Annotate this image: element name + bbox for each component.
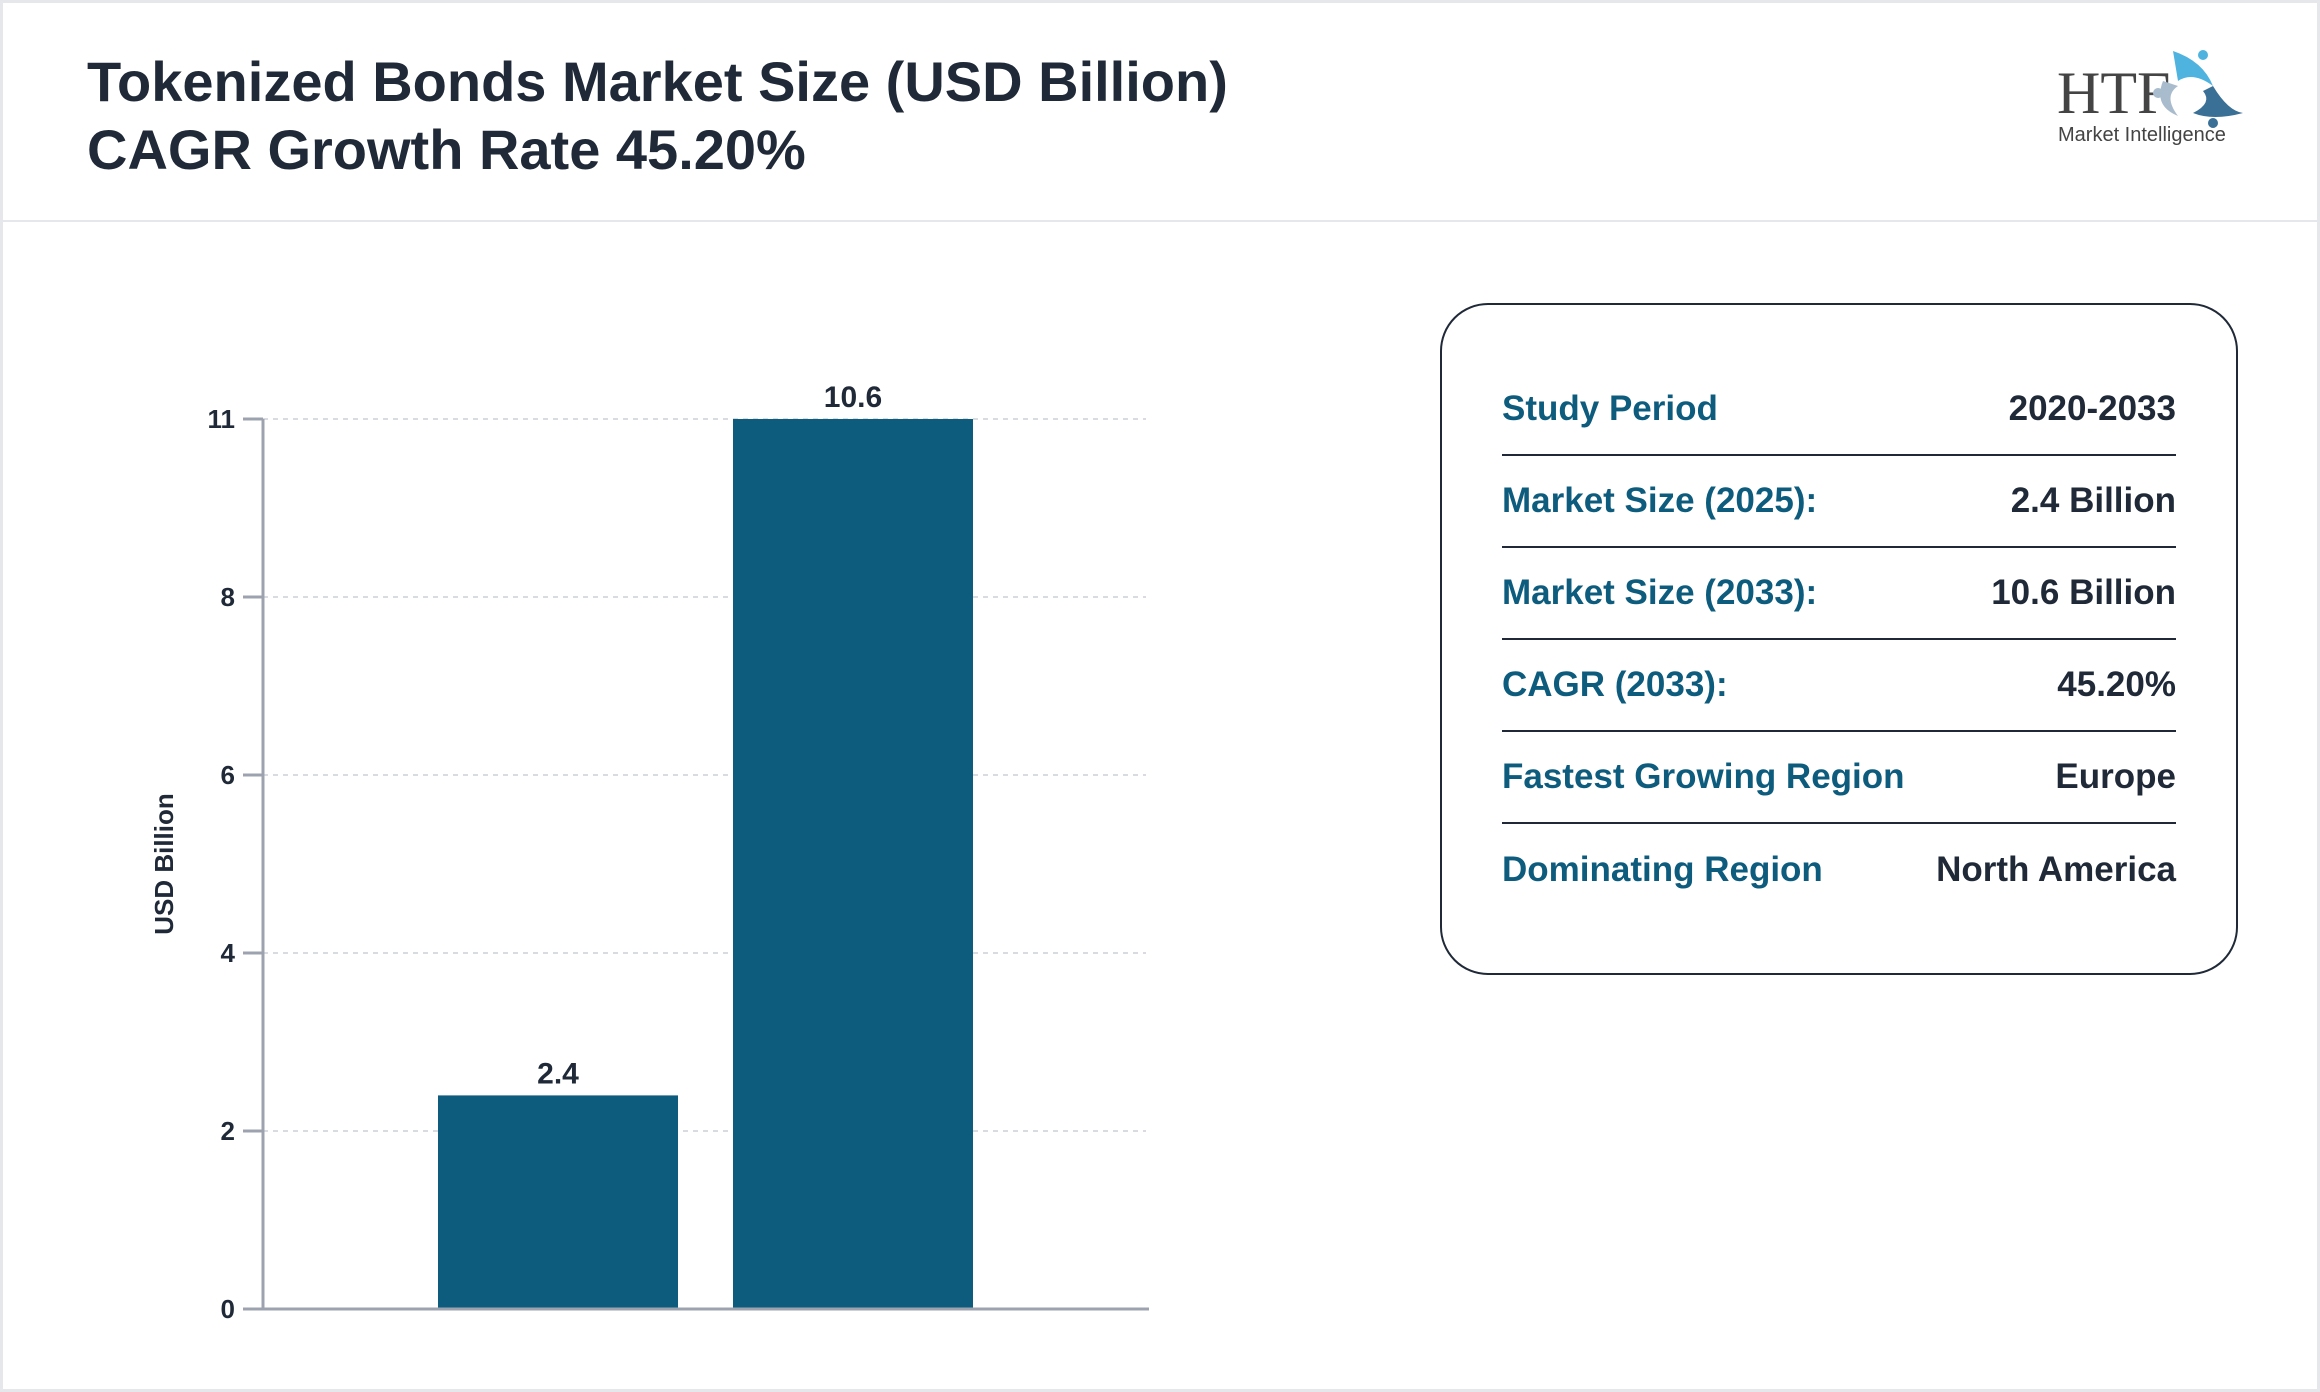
summary-row: Dominating Region North America (1502, 824, 2176, 916)
chart-title: Tokenized Bonds Market Size (USD Billion… (87, 50, 1228, 113)
svg-text:HTF: HTF (2057, 60, 2170, 126)
summary-value: 2.4 Billion (2010, 481, 2176, 520)
summary-label: Fastest Growing Region (1502, 757, 1905, 796)
htf-logo: HTF Market Intelligence (2057, 50, 2243, 146)
summary-card: Study Period 2020-2033 Market Size (2025):… (1440, 303, 2238, 975)
header: Tokenized Bonds Market Size (USD Billion… (3, 3, 2320, 222)
summary-label: Dominating Region (1502, 850, 1823, 889)
y-tick-label: 11 (208, 404, 236, 434)
summary-value: 45.20% (2057, 665, 2176, 704)
y-tick-label: 8 (221, 582, 235, 612)
summary-label: Study Period (1502, 389, 1718, 428)
summary-row: Market Size (2025): 2.4 Billion (1502, 456, 2176, 548)
summary-row: Market Size (2033): 10.6 Billion (1502, 548, 2176, 640)
summary-label: Market Size (2025): (1502, 481, 1818, 520)
summary-value: Europe (2055, 757, 2176, 796)
data-label: 10.6 (824, 381, 882, 414)
bar-2025 (438, 1095, 678, 1309)
y-tick-label: 6 (221, 760, 235, 790)
chart-subtitle: CAGR Growth Rate 45.20% (87, 118, 806, 181)
summary-value: North America (1936, 850, 2176, 889)
summary-label: Market Size (2033): (1502, 573, 1818, 612)
summary-value: 2020-2033 (2008, 389, 2176, 428)
y-tick-label: 4 (221, 938, 236, 968)
summary-row: Fastest Growing Region Europe (1502, 732, 2176, 824)
y-axis-label: USD Billion (149, 793, 179, 935)
summary-row: Study Period 2020-2033 (1502, 364, 2176, 456)
summary-label: CAGR (2033): (1502, 665, 1728, 704)
bar-2033 (733, 419, 973, 1309)
data-label: 2.4 (537, 1057, 579, 1090)
svg-text:Market Intelligence: Market Intelligence (2058, 124, 2226, 146)
y-tick-label: 0 (221, 1294, 235, 1322)
y-tick-label: 2 (221, 1116, 235, 1146)
summary-value: 10.6 Billion (1991, 573, 2176, 612)
summary-row: CAGR (2033): 45.20% (1502, 640, 2176, 732)
